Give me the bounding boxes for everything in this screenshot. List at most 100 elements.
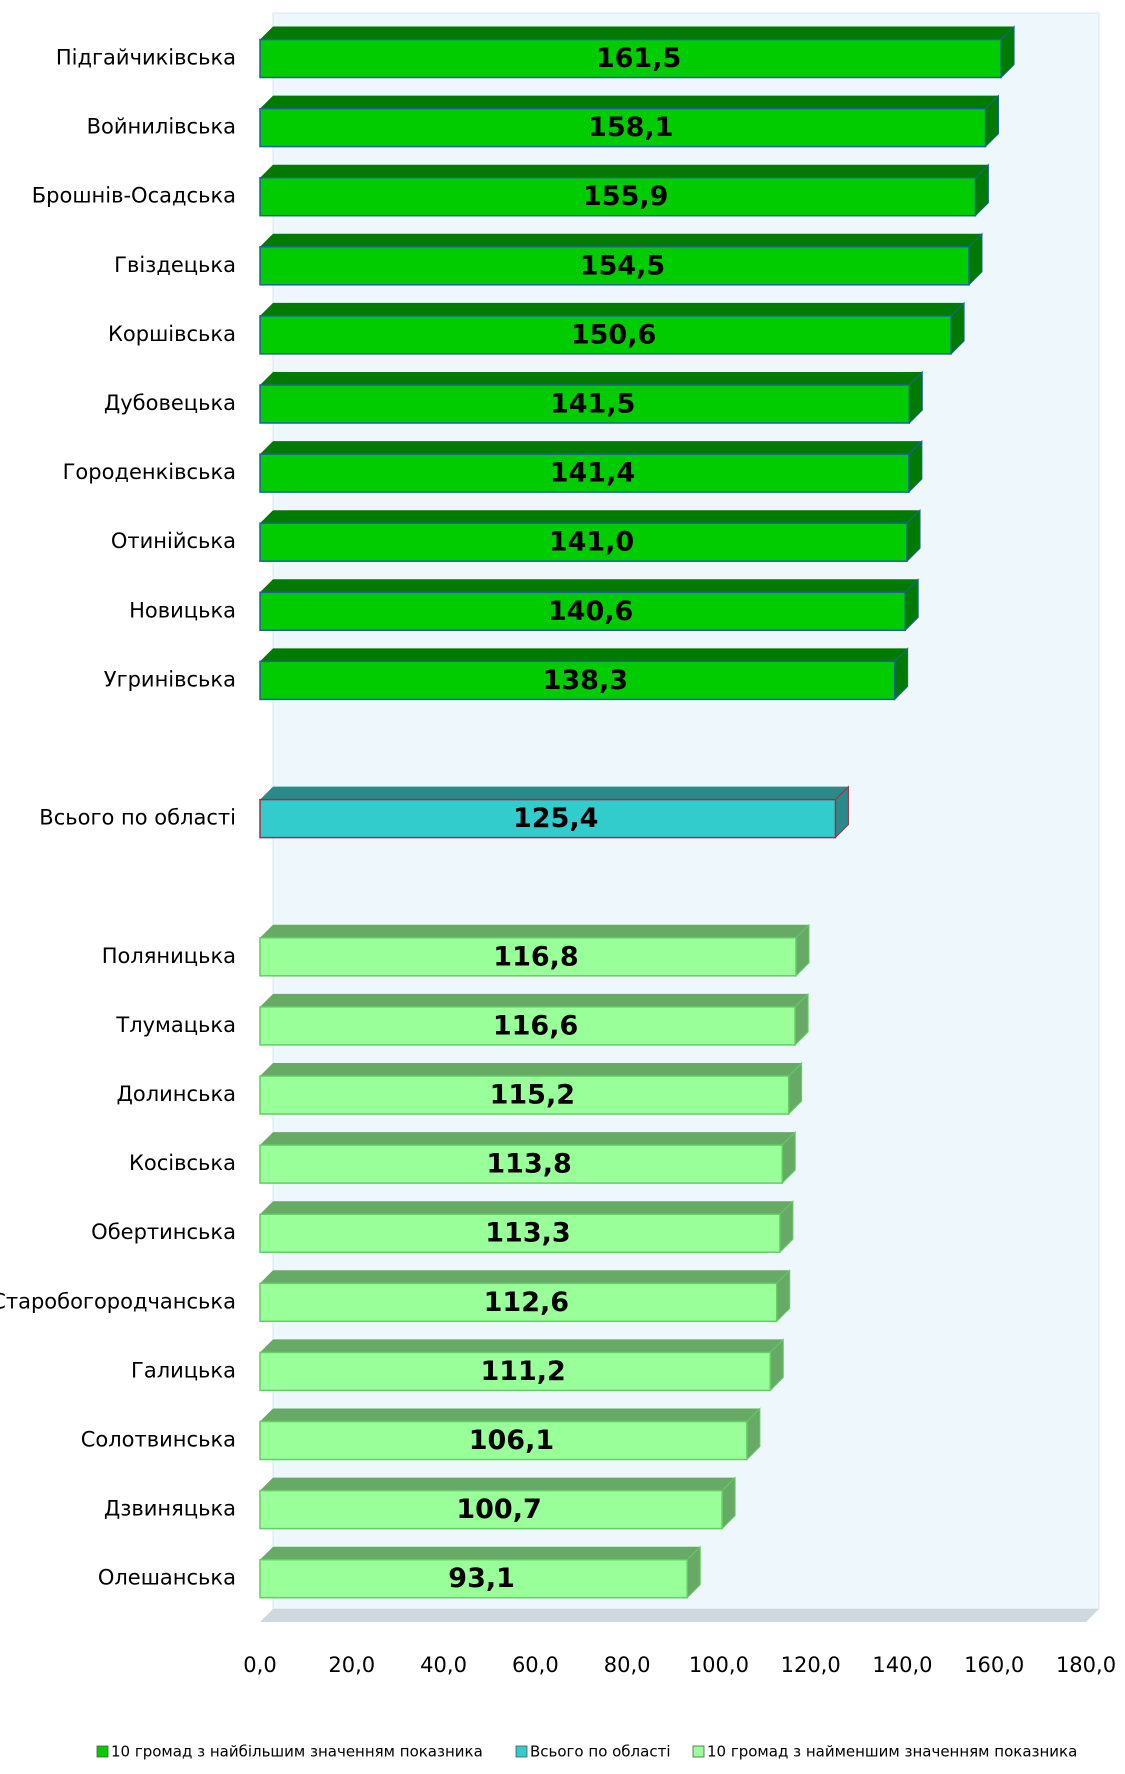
y-tick-label: Отинійська [111,529,236,553]
bar [259,453,910,493]
plot-floor [260,1609,1099,1622]
x-tick-label: 160,0 [964,1653,1024,1677]
y-tick-label: Косівська [129,1151,236,1175]
bar-top [260,924,809,938]
bar-top [260,1132,796,1146]
bar-top [260,786,849,800]
bar [259,1075,790,1115]
bar [259,1144,783,1184]
legend-swatch [515,1745,528,1758]
bar-top [260,510,921,524]
bar-top [260,1270,790,1284]
bar [259,660,896,701]
value-label: 161,5 [596,43,681,74]
x-tick-label: 120,0 [781,1653,841,1677]
y-tick-label: Войнилівська [87,115,236,139]
bar-top [260,164,989,178]
value-label: 150,6 [571,319,656,350]
value-label: 141,0 [549,527,634,558]
bar-top [260,26,1015,40]
value-label: 141,5 [550,389,635,420]
value-label: 154,5 [580,250,665,281]
bar-top [260,1546,701,1560]
value-label: 112,6 [484,1287,569,1318]
bar-top [260,993,809,1007]
x-tick-label: 100,0 [689,1653,749,1677]
bar [259,1558,688,1599]
y-tick-label: Брошнів-Осадська [32,184,236,208]
y-tick-label: Угринівська [104,667,236,691]
y-tick-label: Поляницька [102,944,236,968]
value-label: 125,4 [513,803,598,834]
legend-swatch [96,1745,109,1758]
bar-top [260,441,922,455]
bar [259,937,797,977]
x-tick-label: 180,0 [1056,1653,1116,1677]
y-tick-label: Долинська [116,1082,236,1106]
legend-label: 10 громад з найбільшим значенням показни… [111,1743,483,1761]
value-label: 158,1 [588,112,673,143]
x-tick-label: 40,0 [420,1653,467,1677]
y-tick-label: Всього по області [39,806,236,830]
bar [259,1420,748,1461]
bar-top [260,1063,802,1076]
x-tick-label: 140,0 [872,1653,932,1677]
y-tick-label: Обертинська [91,1220,236,1244]
y-tick-label: Олешанська [98,1566,236,1590]
bar [259,384,911,424]
y-tick-label: Підгайчиківська [56,46,236,70]
bar-top [260,579,919,593]
value-label: 115,2 [490,1080,575,1111]
bar [259,798,837,839]
y-tick-label: Старобогородчанська [0,1289,236,1313]
bar-top [260,648,908,662]
y-tick-label: Городенківська [63,460,236,484]
value-label: 116,6 [493,1010,578,1041]
value-label: 100,7 [456,1494,541,1525]
bar-top [260,95,999,109]
value-label: 138,3 [543,665,628,696]
legend-label: 10 громад з найменшим значенням показник… [707,1743,1077,1761]
bar [259,1006,796,1046]
bar [259,176,977,217]
bar [259,1351,772,1392]
value-label: 155,9 [583,181,668,212]
value-label: 106,1 [469,1425,554,1456]
value-label: 111,2 [480,1356,565,1387]
bar [259,1489,723,1530]
bar [259,1213,781,1253]
y-tick-label: Гвіздецька [114,253,236,277]
value-label: 113,8 [486,1149,571,1180]
y-tick-label: Солотвинська [81,1428,236,1452]
bar-top [260,233,982,247]
x-tick-label: 0,0 [243,1653,276,1677]
bar [259,1282,778,1323]
legend-swatch [692,1745,705,1758]
bar-top [260,1477,736,1491]
bar [259,246,970,286]
bar-top [260,302,965,316]
x-tick-label: 20,0 [328,1653,375,1677]
value-label: 116,8 [493,941,578,972]
y-tick-label: Новицька [129,598,236,622]
bar-top [260,1339,784,1353]
legend-label: Всього по області [530,1743,671,1761]
bar-top [260,1408,760,1422]
bar [259,591,906,632]
y-tick-label: Галицька [131,1358,236,1382]
x-tick-label: 80,0 [604,1653,651,1677]
value-label: 113,3 [485,1218,570,1249]
bar [259,315,952,355]
value-label: 140,6 [548,596,633,627]
y-tick-label: Коршівська [108,322,236,346]
value-label: 93,1 [448,1563,515,1594]
y-tick-label: Дзвиняцька [104,1497,236,1521]
bar [259,38,1002,79]
y-tick-label: Тлумацька [115,1013,236,1037]
value-label: 141,4 [550,458,635,489]
bar-top [260,372,923,385]
x-tick-label: 60,0 [512,1653,559,1677]
bar-top [260,1201,793,1215]
bar [259,107,987,148]
